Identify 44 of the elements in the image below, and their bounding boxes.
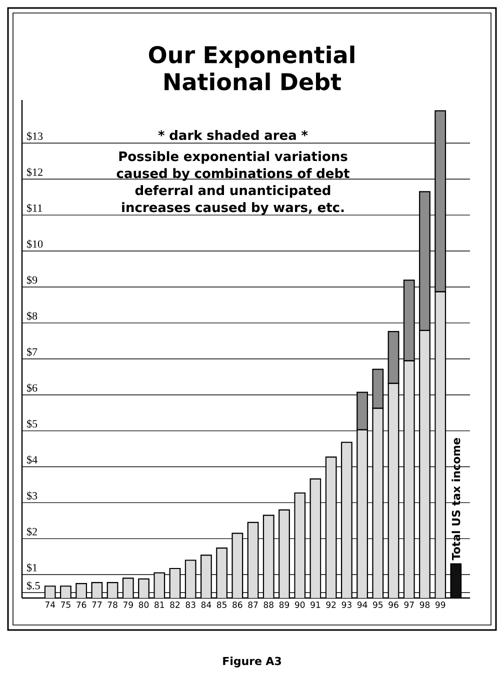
x-tick-label: 77: [92, 602, 102, 608]
x-tick-label: 83: [186, 602, 196, 608]
y-tick-label: $8: [27, 312, 38, 320]
x-tick-label: 84: [201, 602, 212, 608]
x-tick-label: 76: [76, 602, 86, 608]
x-tick-label: 92: [326, 602, 336, 608]
x-tick-label: 75: [60, 602, 70, 608]
y-tick-label: $12: [27, 168, 42, 177]
x-tick-label: 82: [170, 602, 180, 608]
x-tick-label: 86: [232, 602, 242, 608]
x-tick-label: 74: [45, 602, 56, 608]
y-tick-label: $5: [27, 419, 38, 428]
x-tick-label: 91: [310, 602, 320, 608]
x-tick-label: 90: [294, 602, 305, 608]
y-tick-label: $7: [27, 348, 38, 356]
y-tick-label: $1: [27, 563, 37, 572]
x-tick-label: 88: [264, 602, 274, 608]
y-tick-label: $.5: [27, 581, 40, 590]
x-tick-label: 96: [388, 602, 398, 608]
x-tick-label: 81: [154, 602, 164, 608]
x-tick-label: 78: [108, 602, 118, 608]
y-tick-label: $10: [27, 240, 43, 248]
y-tick-label: $2: [27, 527, 37, 536]
x-tick-label: 93: [342, 602, 352, 608]
y-tick-label: $6: [27, 384, 38, 392]
annotation: * dark shaded area *: [158, 130, 308, 140]
chart-title: Our Exponential National Debt: [148, 46, 354, 90]
caption: Figure A3: [223, 656, 281, 668]
y-tick-label: $9: [27, 276, 38, 284]
annotation: Possible exponential variations caused by combinations of debt deferral and unanticipated increases caused by wars, etc.: [116, 151, 350, 215]
x-tick-label: 97: [404, 602, 414, 608]
x-tick-label: 89: [279, 602, 290, 608]
x-tick-label: 87: [248, 602, 258, 608]
x-tick-label: 85: [216, 602, 226, 608]
x-tick-label: 98: [420, 602, 430, 608]
x-tick-label: 94: [357, 602, 368, 608]
y-tick-label: $11: [27, 204, 42, 213]
y-tick-label: $13: [27, 132, 43, 141]
y-tick-label: $4: [27, 455, 38, 464]
x-tick-label: 95: [373, 602, 383, 608]
x-tick-label: 80: [138, 602, 149, 608]
x-tick-label: 79: [123, 602, 133, 608]
y-tick-label: $3: [27, 491, 38, 500]
x-tick-label: 99: [435, 602, 446, 608]
